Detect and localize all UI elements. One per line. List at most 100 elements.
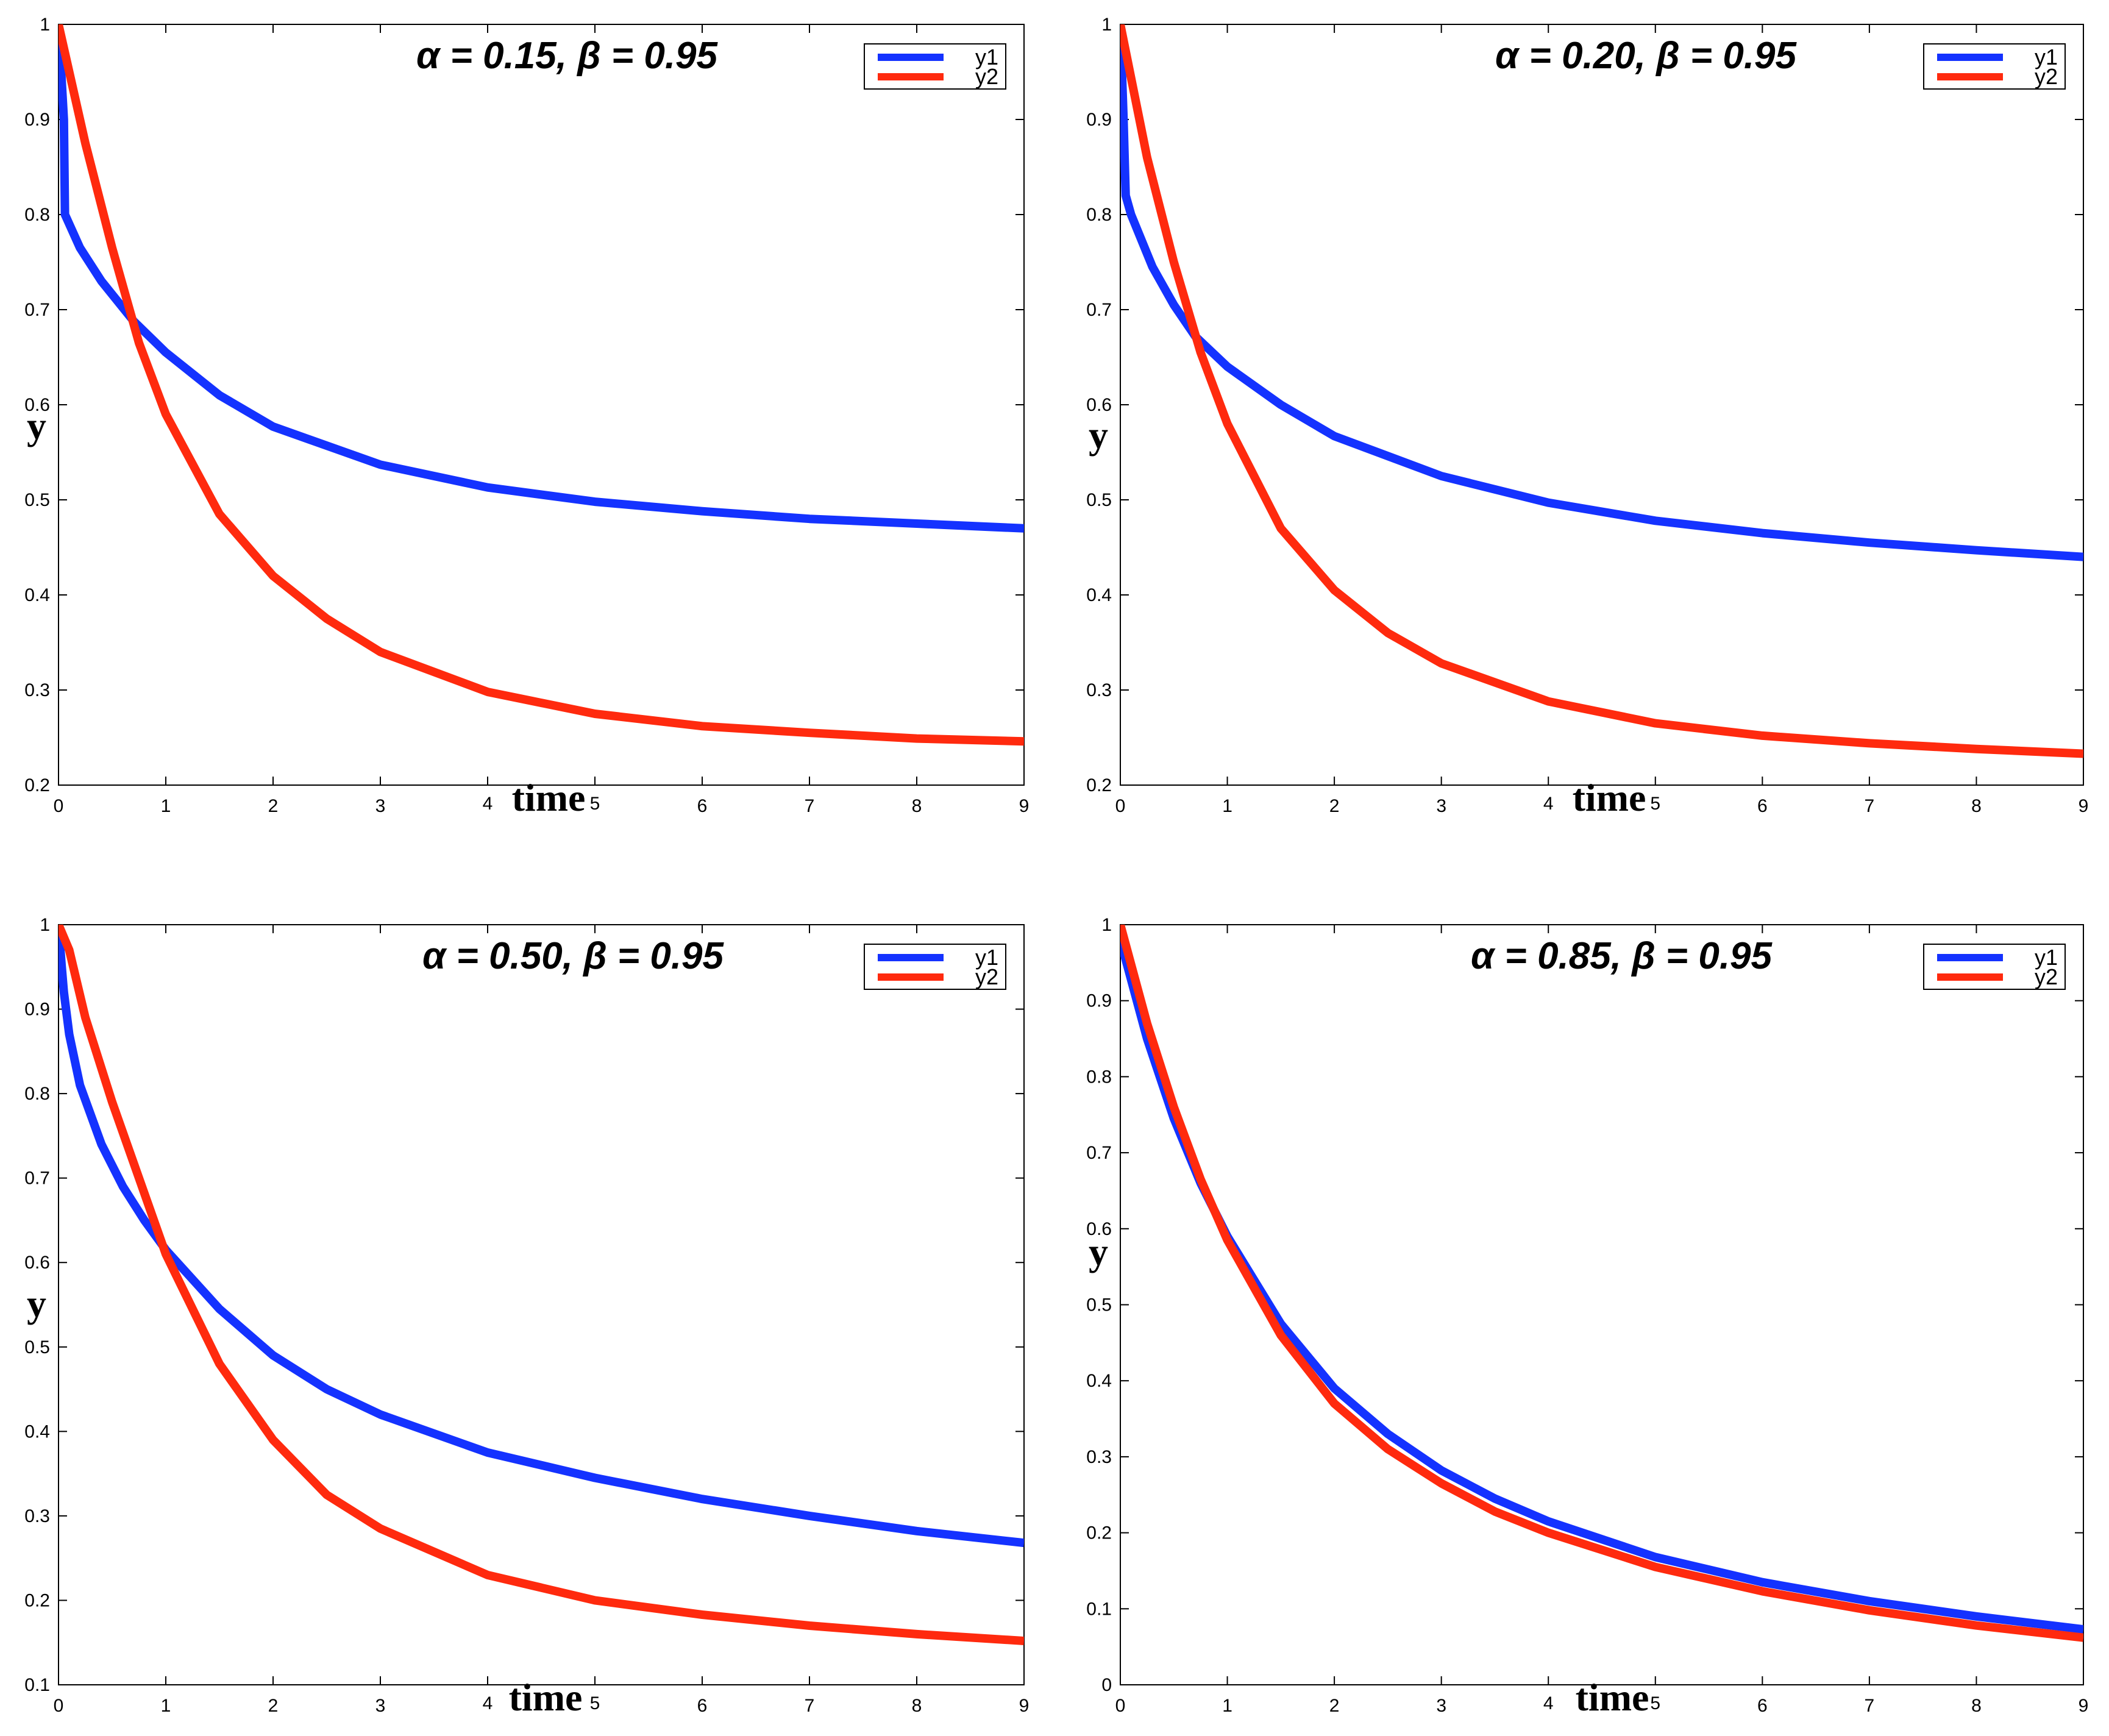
- y-tick-label: 0.8: [24, 1084, 50, 1104]
- x-tick-label: 9: [2079, 1696, 2089, 1716]
- x-tick-label: 3: [375, 1696, 386, 1716]
- x-tick-label: 6: [1757, 796, 1768, 816]
- title-beta: β = 0.95: [1655, 35, 1797, 77]
- y-tick-label: 0.5: [1086, 490, 1112, 510]
- legend-label-y2: y2: [975, 964, 998, 989]
- y-tick-label: 0.2: [1086, 1523, 1112, 1543]
- panel-title: α = 0.20, β = 0.95: [1495, 35, 1798, 77]
- y-tick-label: 0.4: [24, 1421, 50, 1442]
- y-tick-label: 0.5: [24, 1337, 50, 1357]
- legend-box: [1923, 43, 2066, 90]
- chart-panel-3: 0 1 2 3 4 5 6 7 8 9 0.1 0.2 0.3 0.4 0.5 0.6 0.7 0.8 0.9 1 α …: [24, 915, 1029, 1719]
- x-tick-label: 8: [1971, 1696, 1982, 1716]
- y-axis-label: y: [1089, 413, 1108, 457]
- y-axis-label: y: [1089, 1230, 1108, 1273]
- x-tick-label: 1: [1222, 796, 1232, 816]
- panel-title: α = 0.15, β = 0.95: [416, 35, 719, 77]
- x-tick-label: 7: [1865, 796, 1875, 816]
- x-axis-label: time: [1573, 776, 1646, 819]
- x-tick-label: 1: [161, 796, 171, 816]
- x-tick-label: 7: [805, 796, 815, 816]
- y-tick-label: 0.7: [24, 300, 50, 320]
- chart-panel-4: 0 1 2 3 4 5 6 7 8 9 0 0.1 0.2 0.3 0.4 0.5 0.6 0.7 0.8 0.9 1 α…: [1086, 915, 2088, 1719]
- y-tick-label: 0.9: [1086, 110, 1112, 130]
- y-tick-label: 0.4: [1086, 585, 1112, 605]
- y-tick-label: 0.7: [1086, 1143, 1112, 1163]
- x-tick-label: 3: [1436, 796, 1446, 816]
- x-tick-label: 5: [1650, 794, 1660, 814]
- x-tick-label: 8: [912, 1696, 922, 1716]
- y-tick-label: 0.6: [1086, 395, 1112, 415]
- y-axis-label: y: [27, 1282, 46, 1325]
- x-tick-label: 1: [1222, 1696, 1232, 1716]
- y-tick-label: 0.8: [1086, 205, 1112, 225]
- x-tick-label: 5: [590, 794, 600, 814]
- x-tick-label: 6: [1757, 1696, 1768, 1716]
- title-alpha: α = 0.15,: [416, 35, 577, 77]
- legend-label-y1: y1: [975, 44, 998, 69]
- y-tick-label: 0.1: [1086, 1599, 1112, 1619]
- y-tick-label: 0.9: [1086, 991, 1112, 1011]
- legend-label-y1: y1: [2035, 945, 2058, 970]
- panel-title: α = 0.85, β = 0.95: [1471, 935, 1773, 977]
- series-line-y1: [1120, 24, 2083, 561]
- legend-label-y2: y2: [2035, 64, 2058, 89]
- y-tick-label: 0.2: [24, 775, 50, 795]
- y-tick-label: 0.6: [1086, 1219, 1112, 1239]
- plot-frame: [58, 24, 1025, 786]
- x-tick-label: 4: [1543, 1693, 1554, 1713]
- x-tick-label: 6: [697, 1696, 708, 1716]
- y-tick-label: 0.6: [24, 1253, 50, 1273]
- x-tick-label: 8: [1971, 796, 1982, 816]
- x-tick-label: 9: [1019, 796, 1030, 816]
- x-tick-label: 1: [161, 1696, 171, 1716]
- y-tick-label: 0.8: [24, 205, 50, 225]
- series-line-y2: [1120, 925, 2083, 1642]
- x-tick-label: 0: [1115, 1696, 1126, 1716]
- legend-label-y2: y2: [975, 64, 998, 89]
- y-tick-label: 1: [1101, 915, 1112, 935]
- y-tick-label: 1: [1101, 15, 1112, 35]
- y-tick-label: 0.8: [1086, 1067, 1112, 1087]
- series-line-y2: [59, 925, 1024, 1645]
- plot-frame: [58, 924, 1025, 1685]
- x-axis-label: time: [512, 776, 586, 819]
- x-tick-label: 2: [268, 796, 279, 816]
- x-tick-label: 2: [1329, 796, 1340, 816]
- y-tick-label: 0.7: [24, 1169, 50, 1189]
- series-line-y1: [1120, 939, 2083, 1634]
- title-beta: β = 0.95: [1631, 935, 1773, 977]
- x-tick-label: 4: [1543, 794, 1554, 814]
- x-tick-label: 9: [1019, 1696, 1030, 1716]
- x-tick-label: 6: [697, 796, 708, 816]
- x-tick-label: 7: [805, 1696, 815, 1716]
- y-tick-label: 0.9: [24, 1000, 50, 1020]
- legend-box: [864, 43, 1006, 90]
- y-tick-label: 0.3: [1086, 680, 1112, 700]
- y-tick-label: 1: [40, 15, 50, 35]
- y-tick-label: 0.3: [24, 1506, 50, 1526]
- x-tick-label: 8: [912, 796, 922, 816]
- y-tick-label: 0.2: [1086, 775, 1112, 795]
- x-tick-label: 4: [483, 1693, 493, 1713]
- title-alpha: α = 0.85,: [1471, 935, 1632, 977]
- y-tick-label: 0.9: [24, 110, 50, 130]
- x-tick-label: 0: [54, 796, 64, 816]
- x-tick-label: 2: [1329, 1696, 1340, 1716]
- series-line-y2: [1120, 24, 2083, 758]
- x-tick-label: 7: [1865, 1696, 1875, 1716]
- panel-title: α = 0.50, β = 0.95: [422, 935, 725, 977]
- x-tick-label: 3: [1436, 1696, 1446, 1716]
- x-tick-label: 4: [483, 794, 493, 814]
- y-tick-label: 0.2: [24, 1590, 50, 1610]
- y-tick-label: 0.5: [24, 490, 50, 510]
- legend-label-y2: y2: [2035, 964, 2058, 989]
- y-tick-label: 0.4: [1086, 1371, 1112, 1391]
- x-tick-label: 5: [590, 1693, 600, 1713]
- y-tick-label: 0.3: [1086, 1447, 1112, 1467]
- series-line-y1: [59, 24, 1024, 533]
